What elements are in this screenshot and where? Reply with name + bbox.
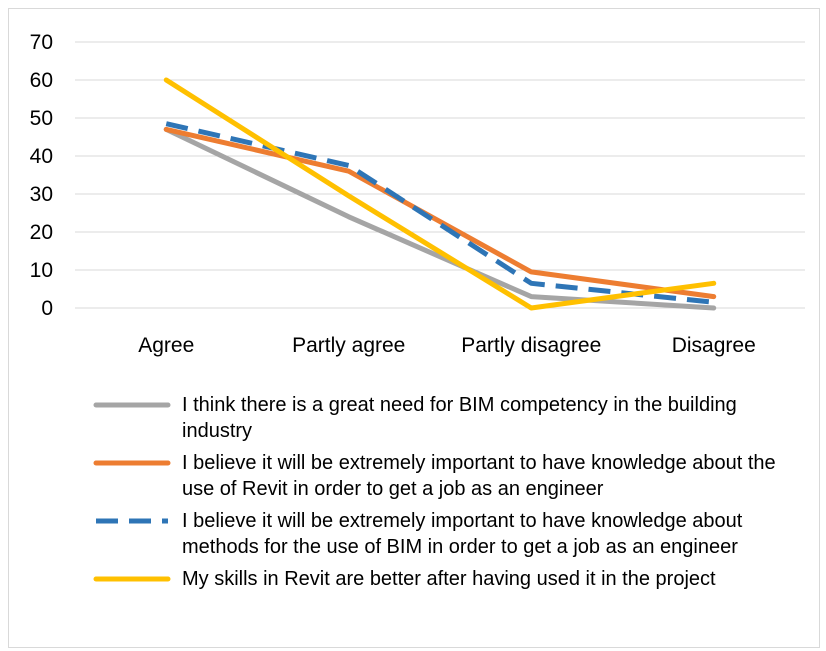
legend-item: I think there is a great need for BIM co… (92, 392, 812, 444)
y-tick-label: 30 (30, 183, 53, 206)
legend-swatch (96, 518, 168, 524)
y-tick-label: 40 (30, 145, 53, 168)
series-line-1 (163, 126, 717, 311)
series-lines (163, 77, 717, 311)
y-tick-label: 10 (30, 259, 53, 282)
series-line-3 (165, 121, 715, 305)
y-tick-label: 0 (41, 297, 53, 320)
y-tick-label: 20 (30, 221, 53, 244)
y-axis-ticks: 0 10 20 30 40 50 60 70 (30, 31, 53, 320)
legend-swatch (93, 402, 171, 408)
series-line-4 (163, 77, 717, 311)
x-axis-ticks: Agree Partly agree Partly disagree Disagree (138, 334, 756, 357)
chart-frame (8, 8, 820, 648)
series-line-2 (163, 126, 717, 300)
legend-label: I think there is a great need for BIM co… (182, 394, 737, 442)
y-tick-label: 60 (30, 69, 53, 92)
x-tick-label: Partly agree (292, 334, 405, 357)
gridlines (75, 41, 805, 309)
legend-swatch (93, 576, 171, 582)
legend-label: I believe it will be extremely important… (182, 510, 743, 558)
legend-label: My skills in Revit are better after havi… (182, 568, 716, 590)
legend-item: I believe it will be extremely important… (92, 508, 812, 560)
legend: I think there is a great need for BIM co… (92, 392, 812, 598)
legend-item: My skills in Revit are better after havi… (92, 566, 812, 592)
x-tick-label: Agree (138, 334, 194, 357)
y-tick-label: 50 (30, 107, 53, 130)
legend-item: I believe it will be extremely important… (92, 450, 812, 502)
y-tick-label: 70 (30, 31, 53, 54)
x-tick-label: Disagree (672, 334, 756, 357)
x-tick-label: Partly disagree (461, 334, 601, 357)
legend-label: I believe it will be extremely important… (182, 452, 776, 500)
legend-swatch (93, 460, 171, 466)
